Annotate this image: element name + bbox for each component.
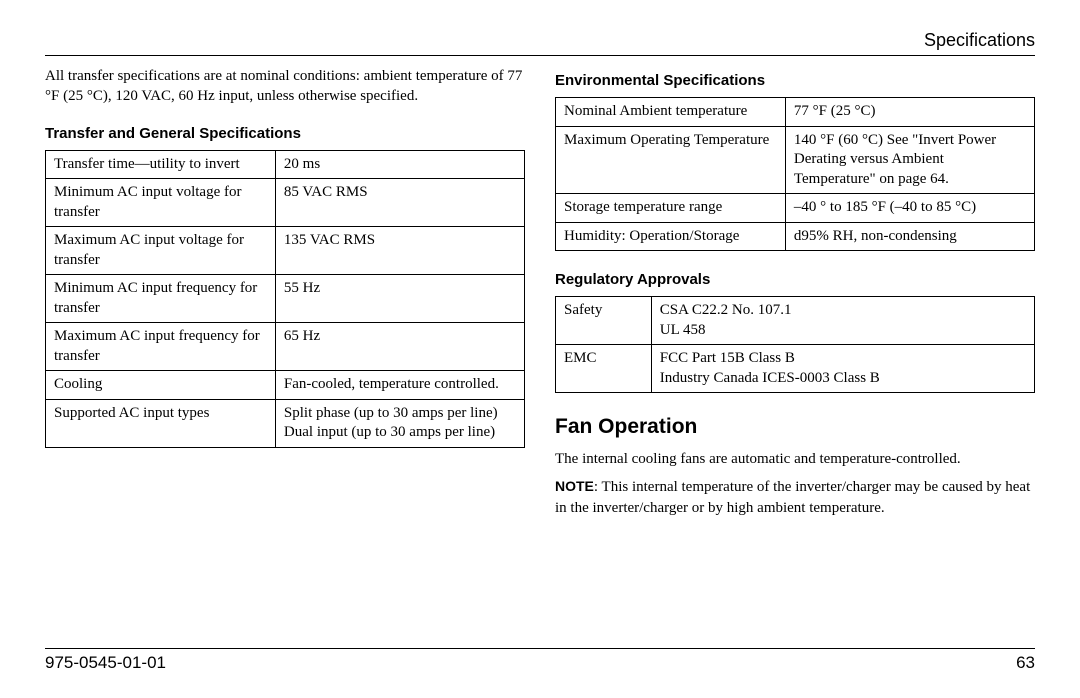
- spec-key: Maximum AC input frequency for transfer: [46, 323, 276, 371]
- right-column: Environmental Specifications Nominal Amb…: [555, 66, 1035, 526]
- page-header-title: Specifications: [45, 30, 1035, 51]
- spec-key: Maximum AC input voltage for transfer: [46, 227, 276, 275]
- table-row: Maximum Operating Temperature140 °F (60 …: [556, 126, 1035, 194]
- two-column-layout: All transfer specifications are at nomin…: [45, 66, 1035, 526]
- spec-key: Maximum Operating Temperature: [556, 126, 786, 194]
- spec-val: d95% RH, non-condensing: [785, 222, 1034, 251]
- spec-val: Fan-cooled, temperature controlled.: [275, 371, 524, 400]
- spec-val: 55 Hz: [275, 275, 524, 323]
- env-spec-table: Nominal Ambient temperature77 °F (25 °C)…: [555, 97, 1035, 251]
- table-row: SafetyCSA C22.2 No. 107.1UL 458: [556, 297, 1035, 345]
- footer-doc-number: 975-0545-01-01: [45, 653, 166, 673]
- page-footer: 975-0545-01-01 63: [45, 648, 1035, 673]
- reg-approvals-table: SafetyCSA C22.2 No. 107.1UL 458 EMCFCC P…: [555, 296, 1035, 393]
- table-row: Humidity: Operation/Storaged95% RH, non-…: [556, 222, 1035, 251]
- spec-key: Transfer time—utility to invert: [46, 150, 276, 179]
- table-row: EMCFCC Part 15B Class BIndustry Canada I…: [556, 345, 1035, 393]
- transfer-spec-table: Transfer time—utility to invert20 ms Min…: [45, 150, 525, 448]
- fan-operation-title: Fan Operation: [555, 415, 1035, 439]
- note-label: NOTE: [555, 478, 594, 494]
- table-row: Storage temperature range–40 ° to 185 °F…: [556, 194, 1035, 223]
- table-row: Maximum AC input frequency for transfer6…: [46, 323, 525, 371]
- spec-val: FCC Part 15B Class BIndustry Canada ICES…: [651, 345, 1034, 393]
- left-column: All transfer specifications are at nomin…: [45, 66, 525, 526]
- table-row: Transfer time—utility to invert20 ms: [46, 150, 525, 179]
- page: Specifications All transfer specificatio…: [0, 0, 1080, 698]
- spec-val: 77 °F (25 °C): [785, 98, 1034, 127]
- intro-paragraph: All transfer specifications are at nomin…: [45, 66, 525, 107]
- env-spec-title: Environmental Specifications: [555, 72, 1035, 89]
- footer-page-number: 63: [1016, 653, 1035, 673]
- spec-key: Supported AC input types: [46, 399, 276, 447]
- spec-key: Minimum AC input voltage for transfer: [46, 179, 276, 227]
- spec-key: EMC: [556, 345, 652, 393]
- spec-val: 140 °F (60 °C) See "Invert Power Deratin…: [785, 126, 1034, 194]
- reg-approvals-title: Regulatory Approvals: [555, 271, 1035, 288]
- spec-key: Cooling: [46, 371, 276, 400]
- header-rule: [45, 55, 1035, 56]
- table-row: Maximum AC input voltage for transfer135…: [46, 227, 525, 275]
- table-row: Nominal Ambient temperature77 °F (25 °C): [556, 98, 1035, 127]
- spec-key: Storage temperature range: [556, 194, 786, 223]
- fan-operation-p1: The internal cooling fans are automatic …: [555, 449, 1035, 469]
- table-row: Minimum AC input frequency for transfer5…: [46, 275, 525, 323]
- spec-key: Safety: [556, 297, 652, 345]
- spec-key: Minimum AC input frequency for transfer: [46, 275, 276, 323]
- footer-rule: [45, 648, 1035, 649]
- spec-key: Humidity: Operation/Storage: [556, 222, 786, 251]
- spec-val: CSA C22.2 No. 107.1UL 458: [651, 297, 1034, 345]
- transfer-spec-title: Transfer and General Specifications: [45, 125, 525, 142]
- note-body: : This internal temperature of the inver…: [555, 479, 1030, 515]
- fan-operation-note: NOTE: This internal temperature of the i…: [555, 477, 1035, 518]
- table-row: Minimum AC input voltage for transfer85 …: [46, 179, 525, 227]
- spec-val: 135 VAC RMS: [275, 227, 524, 275]
- spec-val: 20 ms: [275, 150, 524, 179]
- spec-val: –40 ° to 185 °F (–40 to 85 °C): [785, 194, 1034, 223]
- table-row: Supported AC input typesSplit phase (up …: [46, 399, 525, 447]
- spec-val: 65 Hz: [275, 323, 524, 371]
- spec-key: Nominal Ambient temperature: [556, 98, 786, 127]
- table-row: CoolingFan-cooled, temperature controlle…: [46, 371, 525, 400]
- spec-val: Split phase (up to 30 amps per line)Dual…: [275, 399, 524, 447]
- spec-val: 85 VAC RMS: [275, 179, 524, 227]
